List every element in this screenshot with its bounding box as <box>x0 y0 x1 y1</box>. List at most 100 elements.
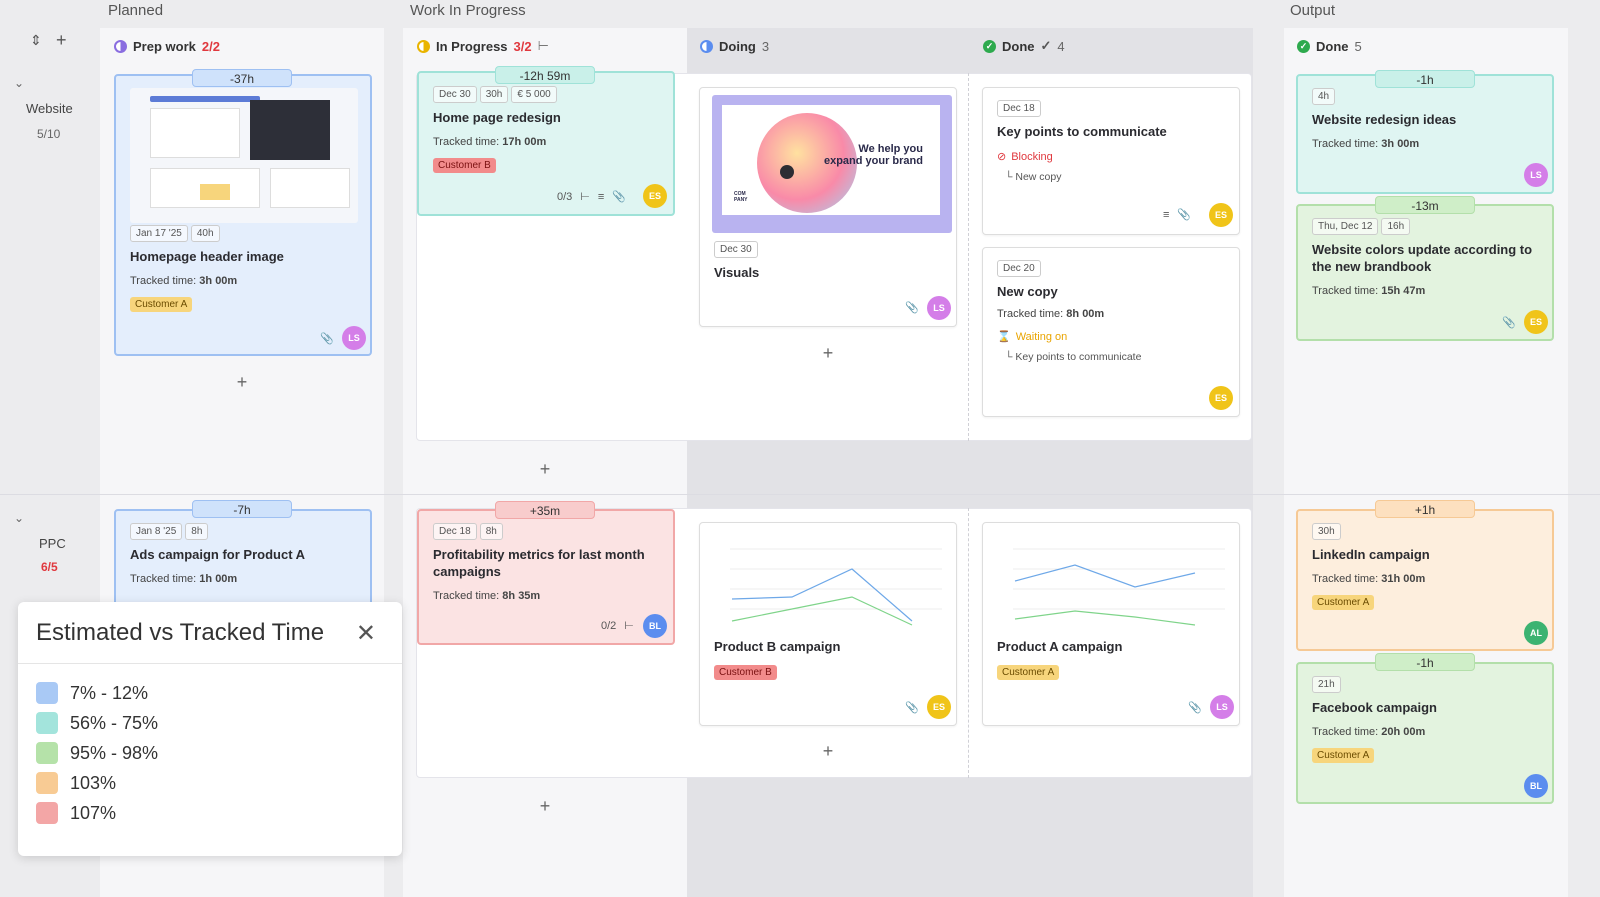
add-card-plus-icon[interactable]: + <box>822 343 834 363</box>
done-check-icon: ✓ <box>1040 38 1052 53</box>
card-meta: 21h <box>1312 676 1538 693</box>
column-header-doing[interactable]: Doing 3 <box>700 32 769 60</box>
add-card-plus-icon[interactable]: + <box>236 372 248 392</box>
avatar[interactable]: LS <box>342 326 366 350</box>
swimlane-count-ppc: 6/5 <box>41 560 58 574</box>
tracked-label: Tracked time: <box>997 308 1064 320</box>
card-facebook[interactable]: 21h Facebook campaign Tracked time: 20h … <box>1296 662 1554 804</box>
avatar[interactable]: ES <box>1209 386 1233 410</box>
paperclip-icon[interactable]: 📎 <box>1502 317 1516 329</box>
legend-item: 7% - 12% <box>18 678 402 708</box>
card-meta: Dec 30 30h € 5 000 <box>433 86 659 103</box>
card-meta: Jan 8 '25 8h <box>130 523 356 540</box>
time-diff-pill: -7h <box>192 500 292 518</box>
subtask-icon[interactable]: ⊢ <box>537 38 549 53</box>
legend-label: 103% <box>70 772 117 793</box>
time-diff-pill: -1h <box>1375 653 1475 671</box>
legend-label: 56% - 75% <box>70 712 159 733</box>
paperclip-icon[interactable]: 📎 <box>1177 209 1192 221</box>
image-logo: COM PANY <box>734 191 748 203</box>
add-lane-plus-icon[interactable]: + <box>56 30 67 50</box>
avatar[interactable]: ES <box>1524 310 1548 334</box>
card-website-colors[interactable]: Thu, Dec 12 16h Website colors update acc… <box>1296 204 1554 341</box>
related-task-label: New copy <box>1015 171 1062 183</box>
card-icons: 📎 <box>905 701 919 714</box>
paperclip-icon[interactable]: 📎 <box>905 702 919 714</box>
tracked-value: 15h 47m <box>1381 285 1426 297</box>
tracked-label: Tracked time: <box>1312 573 1379 585</box>
collapse-icon[interactable]: ⇕ <box>30 32 42 48</box>
status-icon <box>114 39 127 53</box>
subtask-icon[interactable]: ⊢ <box>624 620 634 632</box>
card-homepage-header[interactable]: Jan 17 '25 40h Homepage header image Trac… <box>114 74 372 356</box>
card-profitability[interactable]: Dec 18 8h Profitability metrics for last … <box>417 509 675 645</box>
avatar[interactable]: BL <box>1524 774 1548 798</box>
add-card-plus-icon[interactable]: + <box>539 459 551 479</box>
legend-label: 7% - 12% <box>70 682 149 703</box>
column-count: 5 <box>1354 38 1362 54</box>
legend-item: 107% <box>18 798 402 828</box>
description-icon[interactable]: ≡ <box>1163 208 1170 221</box>
close-icon[interactable]: ✕ <box>355 620 376 647</box>
card-new-copy[interactable]: Dec 20 New copy Tracked time: 8h 00m ⌛ Wa… <box>982 247 1240 417</box>
legend-popup: Estimated vs Tracked Time ✕ 7% - 12% 56% … <box>18 602 402 856</box>
paperclip-icon[interactable]: 📎 <box>905 302 919 314</box>
card-thumbnail <box>130 88 358 223</box>
card-ads-campaign[interactable]: Jan 8 '25 8h Ads campaign for Product A T… <box>114 509 372 609</box>
avatar[interactable]: ES <box>927 695 951 719</box>
blocking-status: ⊘ Blocking <box>997 150 1225 164</box>
card-title: Visuals <box>714 265 760 280</box>
related-task[interactable]: └ Key points to communicate <box>1005 351 1142 363</box>
subtask-icon[interactable]: ⊢ <box>580 191 590 203</box>
paperclip-icon[interactable]: 📎 <box>320 333 334 345</box>
column-header-inprogress[interactable]: In Progress 3/2 ⊢ <box>417 32 549 60</box>
estimate-tag: 30h <box>1312 523 1341 540</box>
column-label: Prep work <box>133 38 196 54</box>
tracked-time: Tracked time: 8h 00m <box>997 308 1225 320</box>
image-headline-line: We help you <box>858 143 923 155</box>
blocking-icon: ⊘ <box>997 151 1007 163</box>
description-icon[interactable]: ≡ <box>597 190 605 203</box>
tracked-time: Tracked time: 15h 47m <box>1312 285 1538 297</box>
paperclip-icon[interactable]: 📎 <box>612 191 627 203</box>
add-card-plus-icon[interactable]: + <box>539 796 551 816</box>
related-task[interactable]: └ New copy <box>1005 171 1062 183</box>
tracked-time: Tracked time: 8h 35m <box>433 590 659 602</box>
tracked-label: Tracked time: <box>1312 726 1379 738</box>
paperclip-icon[interactable]: 📎 <box>1188 702 1202 714</box>
chevron-down-icon[interactable]: ⌄ <box>14 511 25 525</box>
avatar[interactable]: LS <box>1524 163 1548 187</box>
card-product-a[interactable]: Product A campaign Customer A 📎 LS <box>982 522 1240 726</box>
chevron-down-icon[interactable]: ⌄ <box>14 76 25 90</box>
avatar[interactable]: LS <box>927 296 951 320</box>
column-header-prep[interactable]: Prep work 2/2 <box>114 32 220 60</box>
card-linkedin[interactable]: 30h LinkedIn campaign Tracked time: 31h … <box>1296 509 1554 651</box>
customer-badge: Customer A <box>1312 748 1375 763</box>
add-card-plus-icon[interactable]: + <box>822 741 834 761</box>
card-title: Ads campaign for Product A <box>130 547 306 562</box>
estimate-tag: 16h <box>1381 218 1411 235</box>
card-product-b[interactable]: Product B campaign Customer B 📎 ES <box>699 522 957 726</box>
legend-swatch <box>36 772 58 794</box>
card-home-redesign[interactable]: Dec 30 30h € 5 000 Home page redesign Trac… <box>417 71 675 216</box>
avatar[interactable]: ES <box>643 184 667 208</box>
column-header-done[interactable]: ✓ Done ✓ 4 <box>983 32 1065 60</box>
avatar[interactable]: AL <box>1524 621 1548 645</box>
legend-swatch <box>36 742 58 764</box>
avatar[interactable]: LS <box>1210 695 1234 719</box>
time-diff-pill: +35m <box>495 501 595 519</box>
tracked-value: 8h 00m <box>1066 308 1105 320</box>
card-website-ideas[interactable]: 4h Website redesign ideas Tracked time: … <box>1296 74 1554 194</box>
tracked-time: Tracked time: 17h 00m <box>433 136 659 148</box>
card-key-points[interactable]: Dec 18 Key points to communicate ⊘ Blocki… <box>982 87 1240 235</box>
date-tag: Dec 18 <box>433 523 477 540</box>
date-tag: Jan 8 '25 <box>130 523 183 540</box>
avatar[interactable]: BL <box>643 614 667 638</box>
waiting-status: ⌛ Waiting on <box>997 330 1225 344</box>
legend-label: 107% <box>70 802 117 823</box>
legend-item: 95% - 98% <box>18 738 402 768</box>
phase-wip: Work In Progress <box>410 2 526 19</box>
avatar[interactable]: ES <box>1209 203 1233 227</box>
card-visuals[interactable]: We help you expand your brand COM PANY D… <box>699 87 957 327</box>
column-header-output-done[interactable]: ✓ Done 5 <box>1297 32 1362 60</box>
